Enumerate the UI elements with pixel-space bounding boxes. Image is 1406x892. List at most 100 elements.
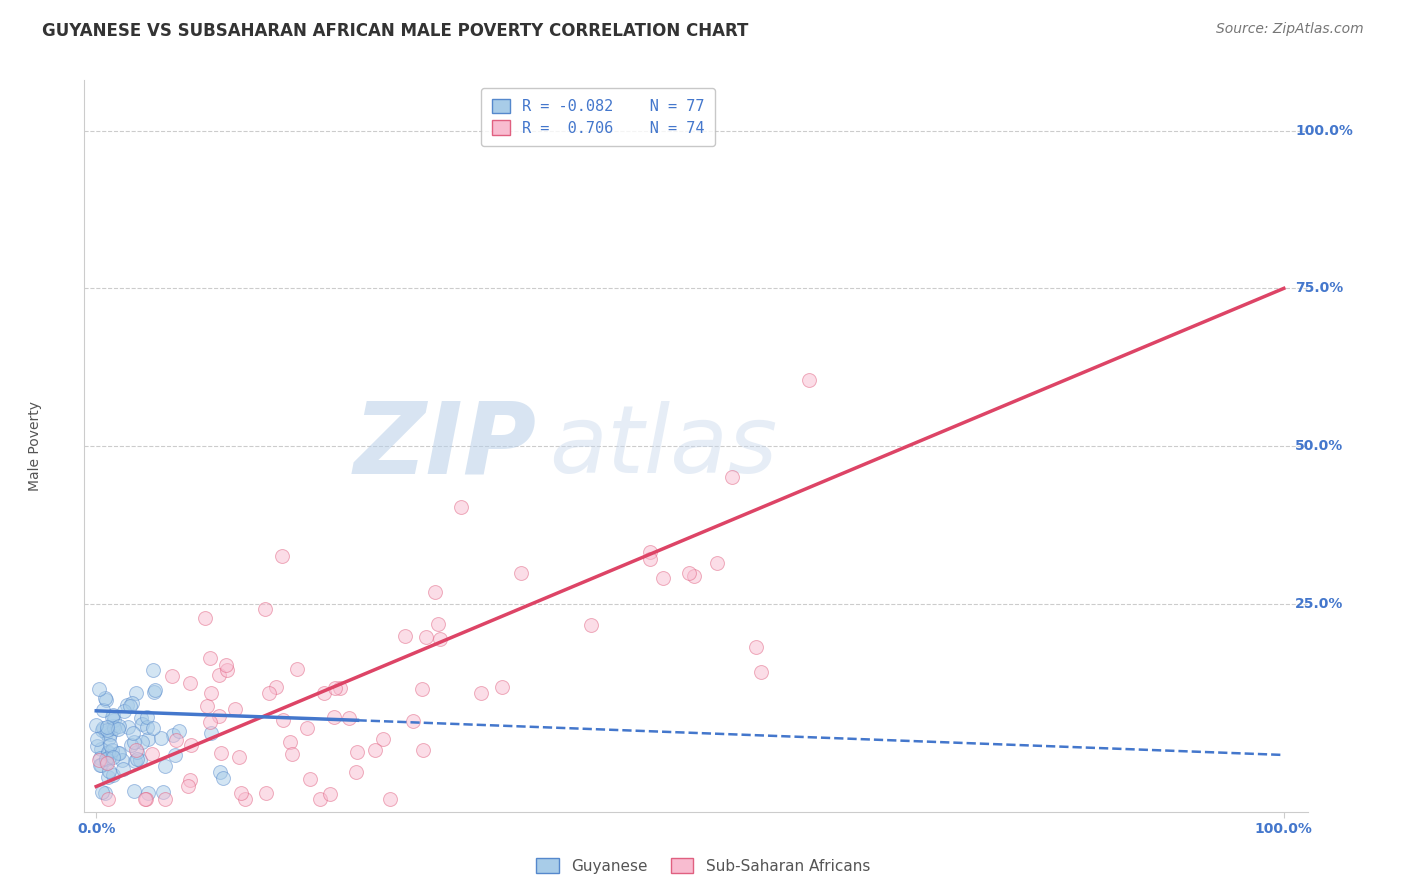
Point	[118, 699, 141, 714]
Point	[264, 680, 287, 694]
Point	[94, 786, 117, 800]
Point	[198, 715, 221, 730]
Point	[122, 726, 145, 740]
Point	[86, 732, 108, 747]
Point	[101, 708, 124, 723]
Point	[271, 714, 294, 728]
Text: 100.0%: 100.0%	[1295, 124, 1353, 137]
Point	[94, 726, 117, 740]
Point	[209, 746, 232, 760]
Point	[180, 739, 202, 753]
Point	[209, 765, 232, 780]
Point	[98, 727, 121, 741]
Point	[125, 745, 148, 759]
Point	[101, 749, 124, 764]
Point	[93, 722, 115, 736]
Text: GUYANESE VS SUBSAHARAN AFRICAN MALE POVERTY CORRELATION CHART: GUYANESE VS SUBSAHARAN AFRICAN MALE POVE…	[42, 22, 748, 40]
Point	[93, 691, 115, 706]
Text: Source: ZipAtlas.com: Source: ZipAtlas.com	[1216, 22, 1364, 37]
Text: ZIP: ZIP	[354, 398, 537, 494]
Point	[103, 713, 125, 727]
Point	[112, 704, 135, 718]
Point	[90, 784, 112, 798]
Point	[89, 751, 111, 765]
Point	[136, 710, 159, 724]
Point	[706, 556, 728, 570]
Point	[207, 708, 229, 723]
Point	[325, 681, 347, 696]
Point	[153, 792, 176, 806]
Point	[337, 711, 360, 725]
Text: 50.0%: 50.0%	[1295, 439, 1343, 453]
Point	[86, 739, 108, 753]
Point	[411, 682, 433, 697]
Point	[198, 651, 221, 665]
Point	[309, 792, 332, 806]
Point	[152, 785, 174, 799]
Point	[314, 686, 336, 700]
Point	[200, 686, 222, 700]
Point	[98, 748, 121, 763]
Point	[211, 771, 233, 785]
Point	[107, 722, 129, 736]
Point	[142, 721, 165, 735]
Point	[749, 665, 772, 680]
Point	[86, 718, 108, 732]
Point	[363, 743, 385, 757]
Point	[285, 662, 308, 676]
Point	[179, 676, 201, 690]
Point	[194, 611, 217, 625]
Point	[131, 717, 153, 731]
Point	[98, 764, 121, 779]
Point	[200, 726, 222, 740]
Point	[162, 728, 184, 742]
Point	[509, 566, 531, 581]
Point	[224, 701, 246, 715]
Point	[165, 747, 187, 762]
Point	[136, 786, 159, 800]
Point	[165, 733, 187, 747]
Point	[233, 792, 256, 806]
Point	[89, 757, 111, 772]
Point	[97, 792, 120, 806]
Point	[124, 754, 146, 768]
Point	[150, 731, 173, 745]
Point	[281, 747, 304, 762]
Point	[177, 779, 200, 793]
Point	[412, 742, 434, 756]
Point	[229, 786, 252, 800]
Point	[278, 735, 301, 749]
Point	[215, 657, 238, 672]
Point	[402, 714, 425, 728]
Point	[94, 752, 117, 766]
Point	[91, 702, 114, 716]
Legend: R = -0.082    N = 77, R =  0.706    N = 74: R = -0.082 N = 77, R = 0.706 N = 74	[481, 88, 716, 146]
Point	[207, 668, 229, 682]
Text: 75.0%: 75.0%	[1295, 281, 1343, 295]
Point	[651, 571, 673, 585]
Point	[329, 681, 352, 695]
Point	[143, 682, 166, 697]
Point	[90, 742, 112, 756]
Point	[394, 629, 416, 643]
Point	[195, 699, 218, 714]
Point	[87, 753, 110, 767]
Point	[678, 566, 700, 580]
Point	[101, 768, 124, 782]
Point	[89, 681, 111, 696]
Point	[97, 745, 120, 759]
Point	[682, 569, 704, 583]
Point	[423, 584, 446, 599]
Point	[415, 630, 437, 644]
Point	[228, 750, 250, 764]
Point	[160, 669, 183, 683]
Point	[491, 680, 513, 694]
Point	[179, 772, 201, 787]
Point	[129, 711, 152, 725]
Point	[94, 755, 117, 769]
Point	[122, 783, 145, 797]
Point	[135, 792, 157, 806]
Point	[111, 762, 134, 776]
Point	[107, 746, 129, 760]
Point	[101, 710, 124, 724]
